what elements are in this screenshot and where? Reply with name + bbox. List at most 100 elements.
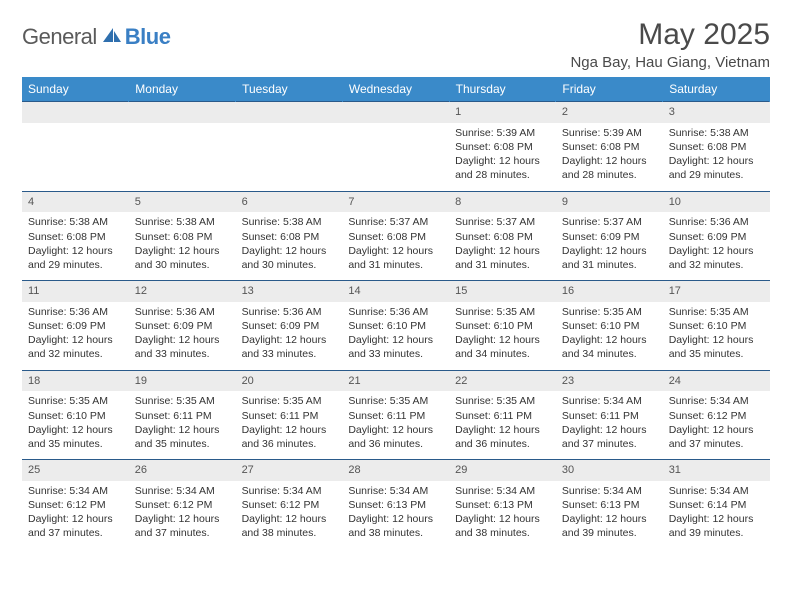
sunrise-line: Sunrise: 5:35 AM — [455, 394, 550, 408]
sunset-line: Sunset: 6:08 PM — [135, 230, 230, 244]
daylight-line: Daylight: 12 hours and 31 minutes. — [455, 244, 550, 272]
day-number-row: 18192021222324 — [22, 370, 770, 391]
day-number-row: 11121314151617 — [22, 281, 770, 302]
sunset-line: Sunset: 6:08 PM — [455, 140, 550, 154]
daylight-line: Daylight: 12 hours and 38 minutes. — [455, 512, 550, 540]
calendar-page: General Blue May 2025 Nga Bay, Hau Giang… — [0, 0, 792, 567]
day-number-cell: 14 — [342, 281, 449, 302]
sunrise-line: Sunrise: 5:35 AM — [455, 305, 550, 319]
page-header: General Blue May 2025 Nga Bay, Hau Giang… — [22, 18, 770, 71]
sunset-line: Sunset: 6:10 PM — [669, 319, 764, 333]
day-number-cell: 24 — [663, 370, 770, 391]
daylight-line: Daylight: 12 hours and 29 minutes. — [28, 244, 123, 272]
day-number-cell — [342, 102, 449, 123]
sunrise-line: Sunrise: 5:35 AM — [562, 305, 657, 319]
day-info-cell: Sunrise: 5:35 AMSunset: 6:10 PMDaylight:… — [556, 302, 663, 370]
daylight-line: Daylight: 12 hours and 35 minutes. — [135, 423, 230, 451]
daylight-line: Daylight: 12 hours and 32 minutes. — [28, 333, 123, 361]
sunrise-line: Sunrise: 5:34 AM — [455, 484, 550, 498]
day-number-cell — [22, 102, 129, 123]
sunset-line: Sunset: 6:08 PM — [348, 230, 443, 244]
day-number-cell: 30 — [556, 460, 663, 481]
day-number-cell: 8 — [449, 191, 556, 212]
day-header: Saturday — [663, 77, 770, 102]
sunrise-line: Sunrise: 5:38 AM — [669, 126, 764, 140]
day-header: Sunday — [22, 77, 129, 102]
day-number-cell: 18 — [22, 370, 129, 391]
daylight-line: Daylight: 12 hours and 29 minutes. — [669, 154, 764, 182]
daylight-line: Daylight: 12 hours and 31 minutes. — [562, 244, 657, 272]
sunset-line: Sunset: 6:12 PM — [135, 498, 230, 512]
day-info-row: Sunrise: 5:38 AMSunset: 6:08 PMDaylight:… — [22, 212, 770, 280]
sunset-line: Sunset: 6:09 PM — [28, 319, 123, 333]
sunset-line: Sunset: 6:13 PM — [348, 498, 443, 512]
sunset-line: Sunset: 6:10 PM — [348, 319, 443, 333]
daylight-line: Daylight: 12 hours and 36 minutes. — [455, 423, 550, 451]
day-info-cell — [236, 123, 343, 191]
day-number-cell: 4 — [22, 191, 129, 212]
day-header: Thursday — [449, 77, 556, 102]
day-info-cell: Sunrise: 5:35 AMSunset: 6:11 PMDaylight:… — [449, 391, 556, 459]
sunset-line: Sunset: 6:11 PM — [348, 409, 443, 423]
sunset-line: Sunset: 6:13 PM — [455, 498, 550, 512]
sunrise-line: Sunrise: 5:37 AM — [455, 215, 550, 229]
day-number-cell: 16 — [556, 281, 663, 302]
sunrise-line: Sunrise: 5:34 AM — [28, 484, 123, 498]
day-info-cell: Sunrise: 5:34 AMSunset: 6:13 PMDaylight:… — [556, 481, 663, 549]
day-info-cell: Sunrise: 5:37 AMSunset: 6:09 PMDaylight:… — [556, 212, 663, 280]
day-info-row: Sunrise: 5:34 AMSunset: 6:12 PMDaylight:… — [22, 481, 770, 549]
calendar-header-row: SundayMondayTuesdayWednesdayThursdayFrid… — [22, 77, 770, 102]
sunrise-line: Sunrise: 5:34 AM — [562, 394, 657, 408]
day-number-cell: 5 — [129, 191, 236, 212]
day-info-cell — [342, 123, 449, 191]
sunrise-line: Sunrise: 5:35 AM — [28, 394, 123, 408]
sunset-line: Sunset: 6:11 PM — [135, 409, 230, 423]
brand-general: General — [22, 24, 97, 50]
sunrise-line: Sunrise: 5:35 AM — [135, 394, 230, 408]
daylight-line: Daylight: 12 hours and 37 minutes. — [135, 512, 230, 540]
sunrise-line: Sunrise: 5:36 AM — [669, 215, 764, 229]
daylight-line: Daylight: 12 hours and 32 minutes. — [669, 244, 764, 272]
daylight-line: Daylight: 12 hours and 28 minutes. — [562, 154, 657, 182]
day-number-cell: 6 — [236, 191, 343, 212]
sunset-line: Sunset: 6:10 PM — [28, 409, 123, 423]
sunrise-line: Sunrise: 5:38 AM — [135, 215, 230, 229]
daylight-line: Daylight: 12 hours and 37 minutes. — [562, 423, 657, 451]
sunrise-line: Sunrise: 5:38 AM — [242, 215, 337, 229]
sunrise-line: Sunrise: 5:36 AM — [135, 305, 230, 319]
sunset-line: Sunset: 6:11 PM — [562, 409, 657, 423]
day-info-cell: Sunrise: 5:38 AMSunset: 6:08 PMDaylight:… — [236, 212, 343, 280]
sunset-line: Sunset: 6:08 PM — [455, 230, 550, 244]
sunset-line: Sunset: 6:11 PM — [455, 409, 550, 423]
sunset-line: Sunset: 6:09 PM — [135, 319, 230, 333]
sunset-line: Sunset: 6:09 PM — [669, 230, 764, 244]
day-info-row: Sunrise: 5:36 AMSunset: 6:09 PMDaylight:… — [22, 302, 770, 370]
day-info-cell: Sunrise: 5:34 AMSunset: 6:12 PMDaylight:… — [236, 481, 343, 549]
sunset-line: Sunset: 6:10 PM — [455, 319, 550, 333]
daylight-line: Daylight: 12 hours and 36 minutes. — [242, 423, 337, 451]
day-info-cell: Sunrise: 5:35 AMSunset: 6:10 PMDaylight:… — [449, 302, 556, 370]
day-info-cell: Sunrise: 5:35 AMSunset: 6:11 PMDaylight:… — [342, 391, 449, 459]
month-title: May 2025 — [570, 18, 770, 52]
calendar-table: SundayMondayTuesdayWednesdayThursdayFrid… — [22, 77, 770, 549]
day-info-cell: Sunrise: 5:34 AMSunset: 6:12 PMDaylight:… — [22, 481, 129, 549]
sunset-line: Sunset: 6:10 PM — [562, 319, 657, 333]
daylight-line: Daylight: 12 hours and 30 minutes. — [135, 244, 230, 272]
daylight-line: Daylight: 12 hours and 39 minutes. — [669, 512, 764, 540]
daylight-line: Daylight: 12 hours and 31 minutes. — [348, 244, 443, 272]
sunrise-line: Sunrise: 5:38 AM — [28, 215, 123, 229]
day-number-cell: 23 — [556, 370, 663, 391]
day-info-cell: Sunrise: 5:37 AMSunset: 6:08 PMDaylight:… — [342, 212, 449, 280]
day-info-cell: Sunrise: 5:35 AMSunset: 6:11 PMDaylight:… — [236, 391, 343, 459]
sunset-line: Sunset: 6:14 PM — [669, 498, 764, 512]
day-number-cell: 11 — [22, 281, 129, 302]
brand-sail-icon — [101, 26, 123, 49]
day-number-cell: 26 — [129, 460, 236, 481]
day-info-cell — [22, 123, 129, 191]
day-number-row: 123 — [22, 102, 770, 123]
daylight-line: Daylight: 12 hours and 30 minutes. — [242, 244, 337, 272]
day-number-cell: 7 — [342, 191, 449, 212]
day-info-cell: Sunrise: 5:34 AMSunset: 6:13 PMDaylight:… — [449, 481, 556, 549]
day-info-cell: Sunrise: 5:36 AMSunset: 6:09 PMDaylight:… — [22, 302, 129, 370]
day-number-cell: 20 — [236, 370, 343, 391]
